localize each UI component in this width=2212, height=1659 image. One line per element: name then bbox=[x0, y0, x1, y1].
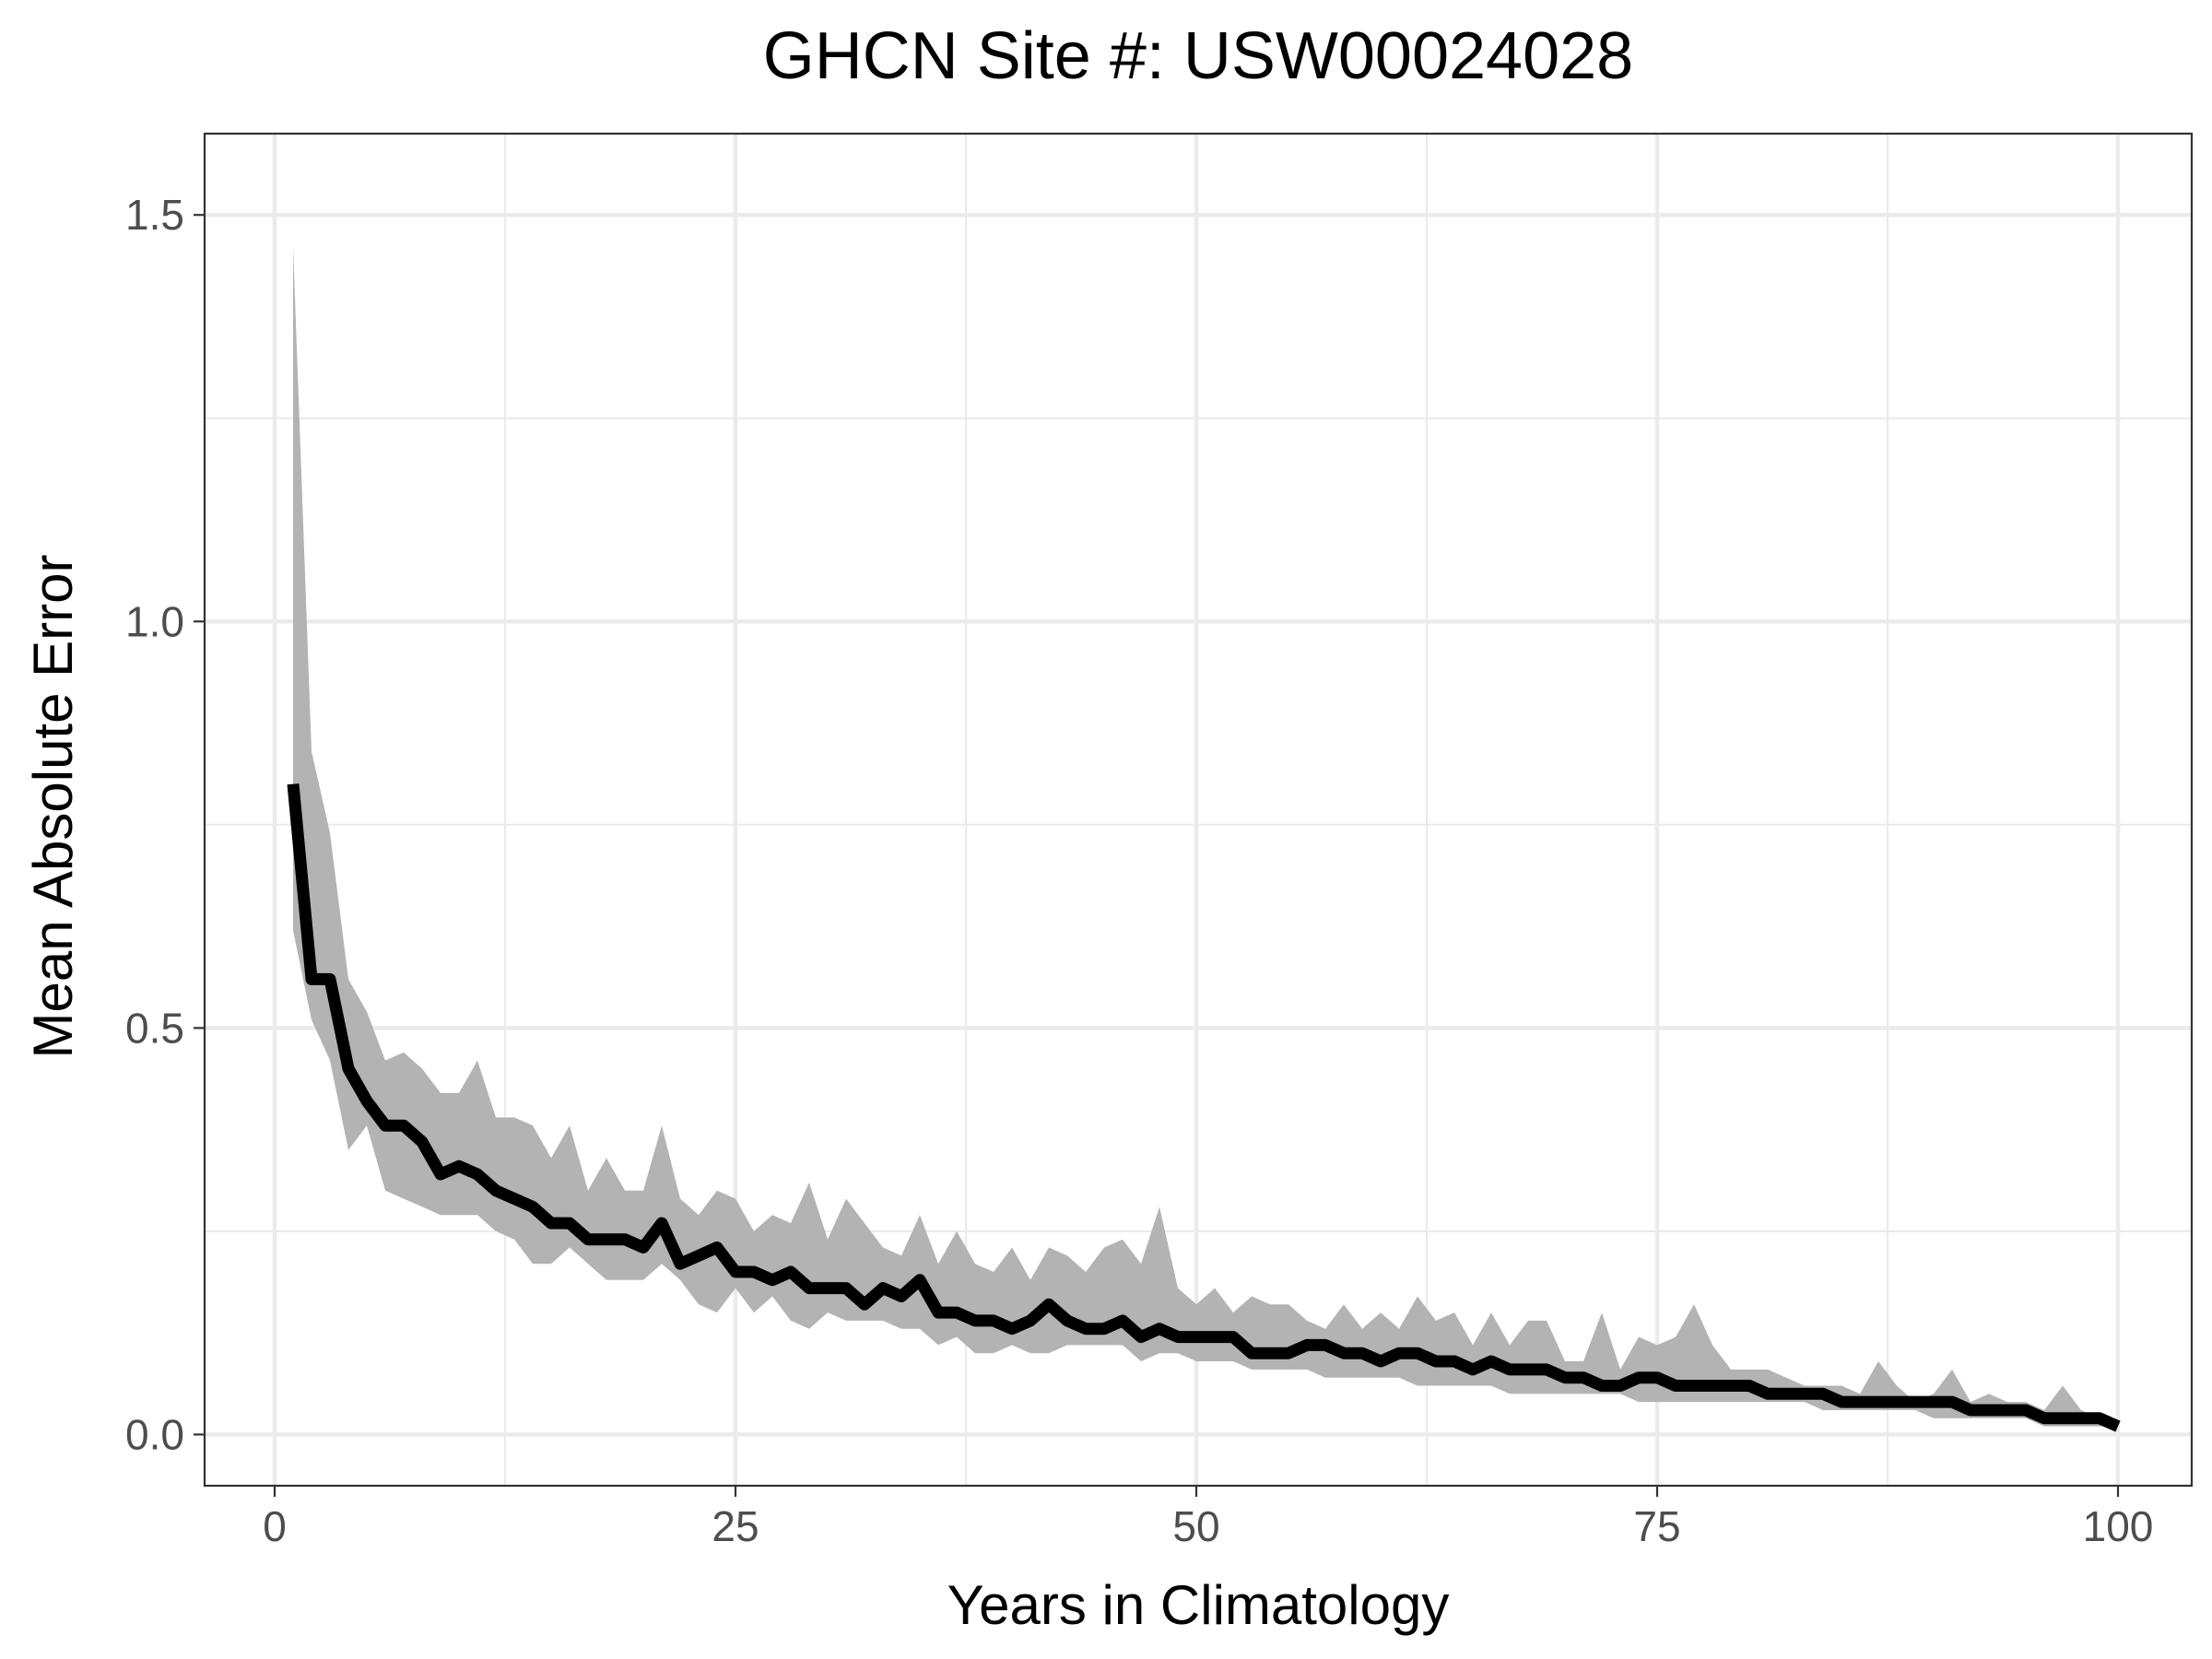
y-tick-label: 0.0 bbox=[125, 1410, 184, 1458]
chart-title: GHCN Site #: USW00024028 bbox=[763, 19, 1633, 93]
ticks-layer: 0 25 50 75 100 0.0 0.5 1.0 1.5 bbox=[125, 191, 2153, 1550]
line-layer bbox=[287, 783, 2121, 1432]
grid-layer bbox=[205, 134, 2192, 1486]
y-tick-label: 1.5 bbox=[125, 191, 184, 239]
x-axis-title: Years in Climatology bbox=[947, 1574, 1450, 1636]
x-tick-label: 0 bbox=[263, 1502, 287, 1550]
plot-panel-border bbox=[203, 132, 2194, 1488]
y-tick-label: 0.5 bbox=[125, 1004, 184, 1052]
x-tick-label: 50 bbox=[1172, 1502, 1219, 1550]
y-axis-title: Mean Absolute Error bbox=[22, 555, 84, 1059]
x-tick-label: 25 bbox=[712, 1502, 759, 1550]
mean-error-line bbox=[287, 783, 2121, 1432]
x-tick-label: 75 bbox=[1633, 1502, 1680, 1550]
x-tick-label: 100 bbox=[2083, 1502, 2154, 1550]
y-tick-label: 1.0 bbox=[125, 597, 184, 645]
